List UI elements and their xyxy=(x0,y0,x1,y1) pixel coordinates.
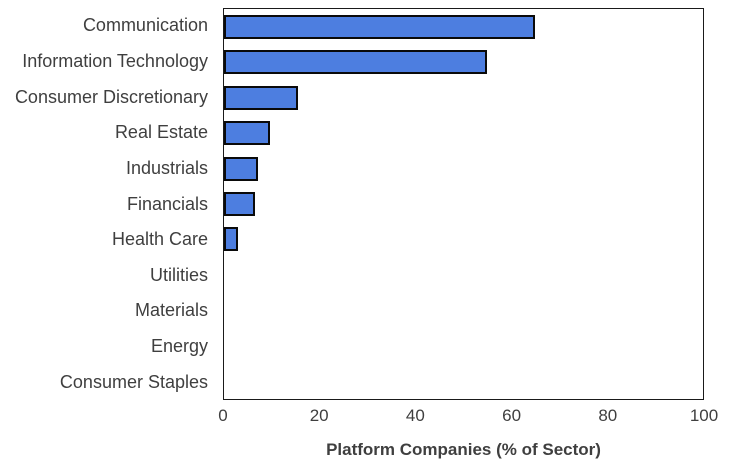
category-label: Industrials xyxy=(125,157,208,178)
bar xyxy=(224,85,299,110)
bar-row xyxy=(224,151,703,186)
x-axis-title: Platform Companies (% of Sector) xyxy=(326,440,601,459)
bar-row xyxy=(224,293,703,328)
x-axis-ticks: 0 20 40 60 80 100 xyxy=(218,406,718,428)
category-label: Real Estate xyxy=(114,122,208,143)
bar-row xyxy=(224,257,703,292)
bar xyxy=(224,191,256,216)
bar xyxy=(224,50,488,75)
x-tick-label: 80 xyxy=(598,406,618,425)
category-label: Consumer Staples xyxy=(59,371,208,392)
x-tick-label: 60 xyxy=(502,406,522,425)
category-label: Health Care xyxy=(111,229,208,250)
category-label: Energy xyxy=(150,336,208,357)
category-label: Materials xyxy=(134,300,208,321)
category-label: Financials xyxy=(126,193,208,214)
category-label: Communication xyxy=(82,15,208,36)
category-label: Information Technology xyxy=(22,50,208,71)
x-tick-label: 20 xyxy=(309,406,329,425)
x-tick-label: 100 xyxy=(689,406,719,425)
bar-row xyxy=(224,364,703,399)
bar xyxy=(224,156,258,181)
bar-row xyxy=(224,44,703,79)
bar-row xyxy=(224,186,703,221)
category-labels: Communication Information Technology Consu… xyxy=(0,8,208,400)
bar-row xyxy=(224,115,703,150)
bar-row xyxy=(224,80,703,115)
bar xyxy=(224,227,239,252)
x-tick-label: 0 xyxy=(218,406,228,425)
bar-row xyxy=(224,222,703,257)
plot-area xyxy=(223,8,704,400)
bar xyxy=(224,14,536,39)
x-tick-label: 40 xyxy=(405,406,425,425)
bar-row xyxy=(224,9,703,44)
category-label: Consumer Discretionary xyxy=(14,86,208,107)
bar-row xyxy=(224,328,703,363)
bar xyxy=(224,121,270,146)
category-label: Utilities xyxy=(149,264,208,285)
